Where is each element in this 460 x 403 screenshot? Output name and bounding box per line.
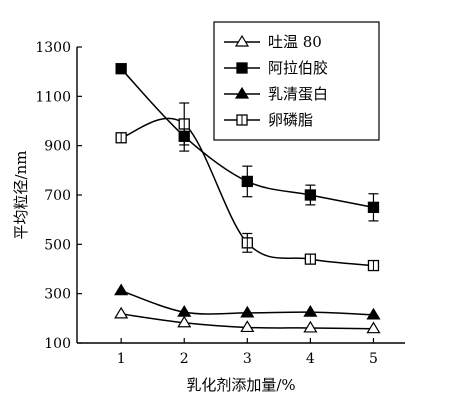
data-point [240,305,255,318]
legend-item-2: 乳清蛋白 [224,85,328,103]
series-2 [114,283,381,320]
data-point [366,321,381,334]
y-tick-label: 300 [44,287,71,303]
legend-label: 阿拉伯胶 [268,59,328,77]
y-tick-label: 1300 [35,40,71,56]
data-point [178,118,190,130]
marker-box [367,201,380,213]
data-point [234,34,250,47]
y-tick-label: 900 [44,139,71,155]
x-tick-label: 3 [243,351,252,367]
marker-box [236,62,248,74]
data-point [366,307,381,320]
data-point [367,259,380,272]
legend-item-1: 阿拉伯胶 [224,59,328,77]
legend-label: 卵磷脂 [268,111,313,129]
y-tick-label: 1100 [35,89,71,105]
data-point [240,320,255,333]
data-point [303,320,318,333]
y-tick-label: 500 [44,237,71,253]
x-tick-label: 5 [369,351,378,367]
data-point [304,253,317,265]
data-point [304,189,317,201]
y-tick-label: 700 [44,188,71,204]
legend-item-3: 卵磷脂 [224,111,313,129]
legend-label: 乳清蛋白 [268,85,328,103]
x-tick-label: 4 [306,351,315,367]
x-axis-label: 乳化剂添加量/% [186,376,295,394]
data-point [367,201,380,213]
series-line [120,117,374,267]
marker-box [241,175,253,188]
marker-box [304,189,317,201]
data-point [236,114,248,126]
data-point [177,305,192,317]
series-3 [115,102,380,272]
y-axis-label: 平均粒径/nm [12,151,30,240]
x-tick-label: 2 [180,351,189,367]
legend-label: 吐温 80 [268,33,322,51]
data-point [241,237,253,249]
data-point [303,305,318,317]
data-point [234,86,250,99]
legend-item-0: 吐温 80 [224,33,322,51]
data-point [241,175,253,188]
marker-box [115,63,127,75]
data-point [114,306,129,319]
data-point [114,283,129,296]
data-point [177,315,192,328]
data-point [115,132,127,144]
series-1 [115,63,380,222]
series-group [114,63,381,334]
y-tick-label: 100 [44,336,71,352]
series-0 [114,306,381,334]
x-tick-label: 1 [117,351,126,367]
data-point [115,63,127,75]
tick-group: 100 300 500 700 900 1100 1300 1 2 3 4 5 [35,40,378,367]
data-point [236,62,248,74]
